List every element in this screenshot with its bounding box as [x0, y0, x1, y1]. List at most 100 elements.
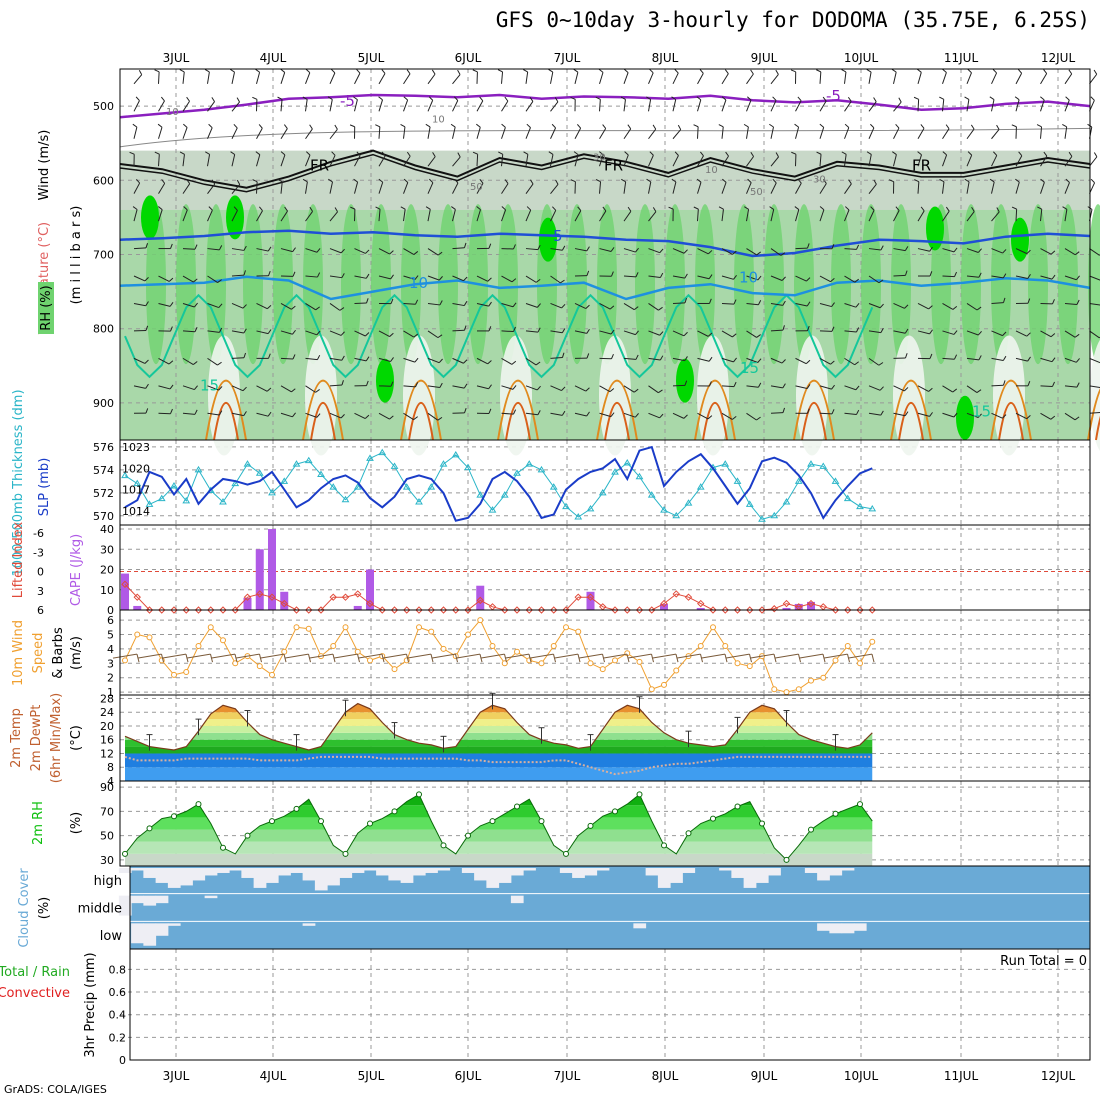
wind-barb-flag — [830, 360, 835, 365]
wind-barb-flag — [683, 331, 688, 337]
wind-barb-flag — [841, 69, 847, 73]
wind-barb-flag — [208, 123, 213, 129]
wind-barb-flag — [976, 389, 982, 393]
wind-barb — [305, 275, 318, 278]
wind-barb-flag — [1027, 274, 1031, 279]
wind-barb-flag — [193, 278, 198, 283]
cloud-high-bar — [461, 868, 475, 873]
wind-barb-flag — [464, 407, 467, 414]
wind-barb-flag — [292, 412, 296, 418]
cloud-low-bar — [853, 923, 867, 931]
wind-barb — [427, 248, 439, 256]
wind-barb-flag — [756, 416, 761, 421]
wind-barb — [893, 248, 906, 252]
rh-marker — [832, 810, 839, 817]
wind-barb-flag — [797, 178, 802, 184]
li-marker — [378, 606, 386, 614]
wind-barb — [770, 329, 784, 332]
wind-barb — [648, 330, 660, 336]
wind-barb — [942, 248, 955, 253]
wind-barb-flag — [917, 68, 922, 73]
wind-barb — [354, 155, 361, 167]
li-marker — [403, 606, 411, 614]
wind-barb-flag — [696, 178, 702, 183]
wind-barb — [770, 156, 779, 167]
wind-barb-flag — [463, 242, 467, 248]
wind-barb — [819, 209, 825, 222]
wind-tick: 6 — [107, 614, 114, 627]
wind-barb-flag — [454, 178, 459, 184]
wind-speed-marker — [550, 643, 557, 650]
wind-barb — [672, 72, 679, 85]
rh-contour — [119, 127, 1091, 148]
wind-barb-flag — [526, 123, 531, 128]
wind-barb — [403, 182, 409, 194]
wind-barb — [182, 302, 195, 308]
wind-barb — [231, 303, 244, 309]
wind-barb — [427, 302, 440, 306]
thickness-marker — [292, 460, 301, 467]
wind-barb — [403, 248, 415, 255]
wind-barb-flag — [757, 275, 762, 281]
wind-barb-flag — [904, 411, 909, 417]
wind-barb-flag — [659, 248, 664, 253]
wind-barb — [746, 385, 759, 388]
isotherm-25 — [213, 402, 239, 441]
ylabel-barbs: & Barbs — [51, 627, 66, 679]
wind-barb — [672, 357, 685, 362]
wind-barb-flag — [243, 328, 247, 334]
wind-barb-flag — [732, 250, 737, 255]
wind-barb-flag — [898, 97, 902, 103]
contour-label: 15 — [200, 376, 219, 394]
wind-barb — [256, 72, 261, 84]
wind-barb-flag — [674, 69, 679, 74]
date-label-bottom: 11JUL — [944, 1069, 979, 1083]
precip-tick: 0.2 — [109, 1031, 127, 1044]
wind-barb — [623, 154, 629, 167]
wind-barb-flag — [772, 178, 777, 184]
wind-barb — [1040, 126, 1043, 139]
wind-barb-flag — [620, 96, 626, 100]
wind-barb-flag — [953, 330, 958, 335]
wind-barb — [525, 183, 534, 194]
date-label-top: 10JUL — [844, 51, 879, 65]
wind-barb-flag — [170, 243, 173, 249]
wind-barb — [207, 248, 220, 251]
wind-barb — [574, 303, 587, 309]
wind-barb-flag — [621, 178, 626, 183]
wind-barb-flag — [775, 152, 779, 158]
li-marker — [660, 599, 668, 608]
wind-barb — [133, 209, 138, 222]
wind-barb-flag — [1052, 381, 1055, 387]
cape-bar — [696, 607, 705, 610]
wind-barb — [403, 99, 409, 112]
wind-barb — [452, 247, 465, 250]
wind-barb-10m — [333, 653, 358, 659]
wind-barb — [501, 127, 506, 139]
wind-barb — [672, 248, 685, 254]
wind-barb-flag — [1026, 415, 1031, 420]
wind-barb — [966, 248, 979, 253]
isotherm-20 — [302, 379, 344, 441]
wind-speed-marker — [281, 648, 288, 655]
li-marker — [648, 606, 656, 614]
wind-barb-10m — [749, 653, 775, 659]
wind-barb — [868, 412, 881, 416]
ylabel-thickness: 1000-500mb Thickness (dm) — [11, 389, 26, 576]
wind-barb — [231, 274, 245, 277]
wind-barb-10m — [406, 653, 432, 659]
wind-barb — [844, 248, 857, 250]
wind-barb — [942, 357, 955, 360]
wind-barb-flag — [266, 304, 272, 310]
wind-speed-marker — [122, 657, 128, 664]
wind-barb — [378, 73, 386, 85]
li-marker — [611, 606, 619, 614]
wind-barb-flag — [1018, 151, 1023, 157]
wind-barb-flag — [292, 329, 296, 335]
wind-barb — [550, 275, 561, 284]
li-marker — [133, 593, 141, 601]
wind-barb — [305, 72, 311, 85]
ylabel-rh-pct: (%) — [69, 812, 84, 835]
wind-barb-flag — [554, 97, 559, 103]
wind-barb-10m-flag — [871, 653, 875, 663]
